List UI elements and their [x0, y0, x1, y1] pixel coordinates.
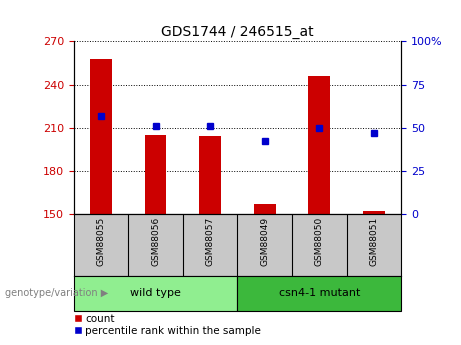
Bar	[145, 135, 166, 214]
Text: GSM88055: GSM88055	[96, 217, 106, 266]
Bar	[237, 276, 401, 310]
Text: csn4-1 mutant: csn4-1 mutant	[278, 288, 360, 298]
Text: GSM88050: GSM88050	[315, 217, 324, 266]
Bar	[74, 276, 237, 310]
Bar	[199, 136, 221, 214]
Bar	[90, 59, 112, 214]
Title: GDS1744 / 246515_at: GDS1744 / 246515_at	[161, 25, 314, 39]
Bar	[308, 76, 330, 214]
Text: GSM88049: GSM88049	[260, 217, 269, 266]
Text: GSM88056: GSM88056	[151, 217, 160, 266]
Text: GSM88057: GSM88057	[206, 217, 215, 266]
Text: wild type: wild type	[130, 288, 181, 298]
Bar	[254, 204, 276, 214]
Bar	[363, 211, 384, 214]
Legend: count, percentile rank within the sample: count, percentile rank within the sample	[70, 309, 266, 340]
Text: genotype/variation ▶: genotype/variation ▶	[5, 288, 108, 298]
Text: GSM88051: GSM88051	[369, 217, 378, 266]
